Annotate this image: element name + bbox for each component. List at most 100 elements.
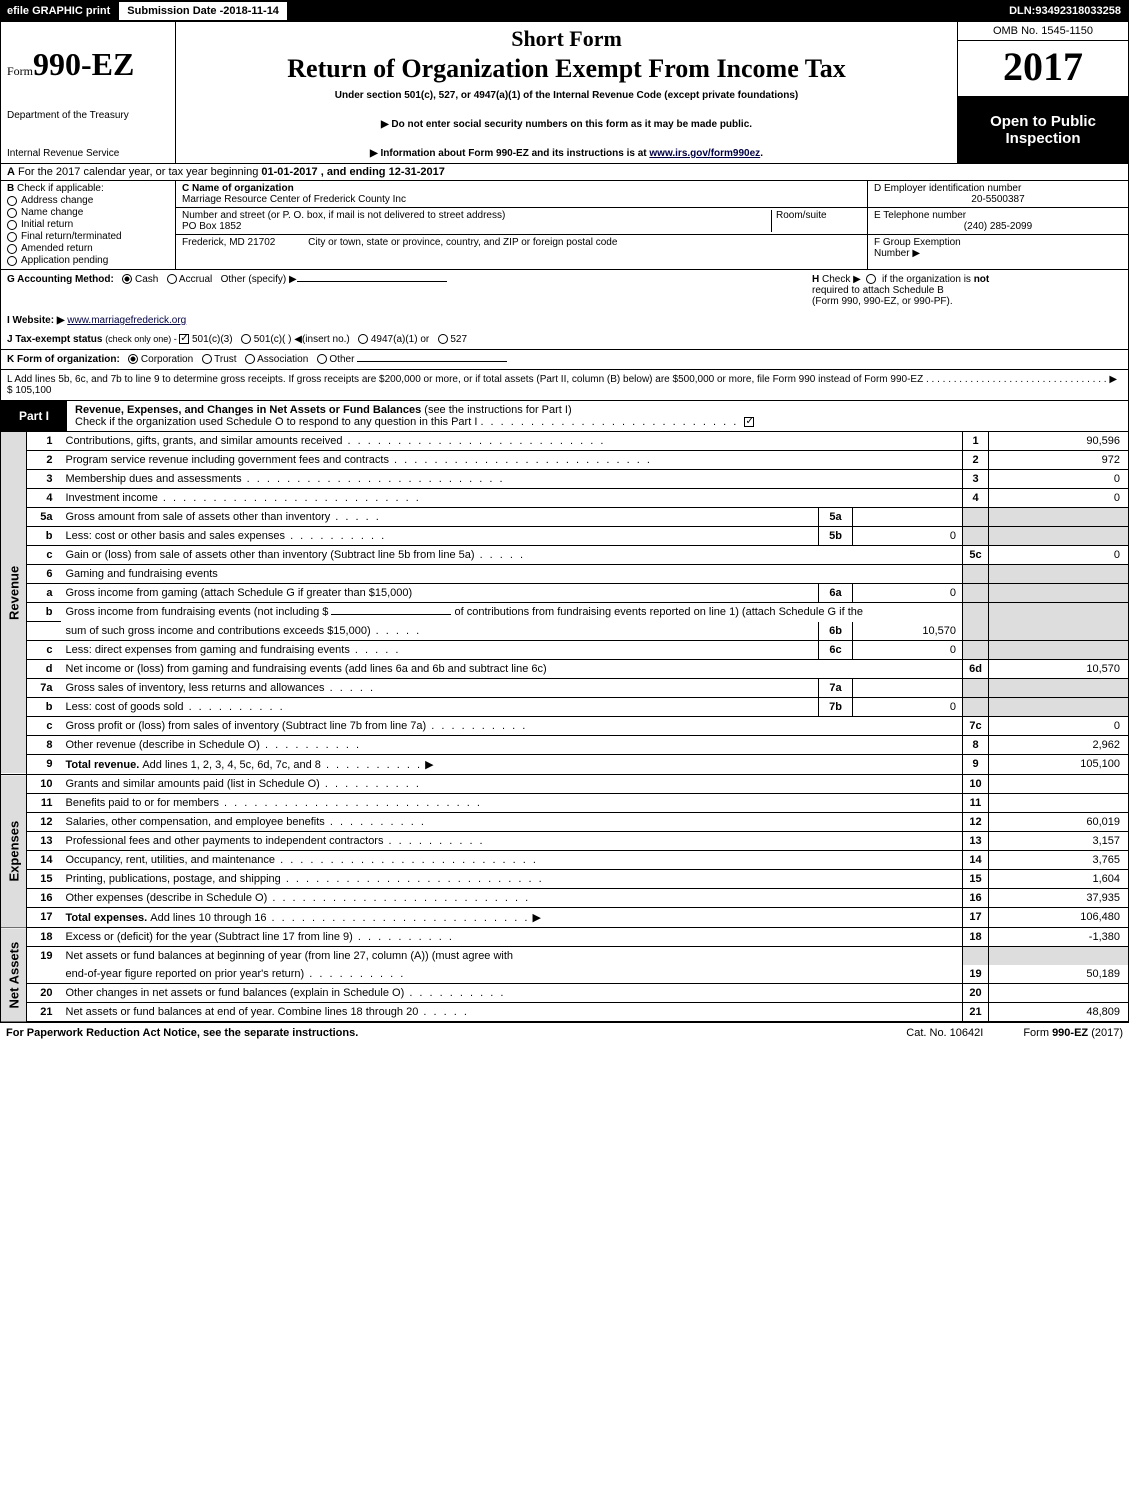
table-row: b Less: cost of goods sold 7b 0 — [1, 697, 1129, 716]
box-value — [853, 678, 963, 697]
return-title: Return of Organization Exempt From Incom… — [184, 54, 949, 84]
dots — [275, 854, 538, 866]
table-row: 3 Membership dues and assessments 3 0 — [1, 470, 1129, 489]
radio-527[interactable] — [438, 334, 448, 344]
line-ref: 4 — [963, 489, 989, 508]
radio-icon — [7, 196, 17, 206]
efile-print-button[interactable]: efile GRAPHIC print — [0, 0, 117, 22]
chk-name-change[interactable]: Name change — [7, 207, 169, 218]
chk-final-return[interactable]: Final return/terminated — [7, 231, 169, 242]
line-amount: 0 — [989, 489, 1129, 508]
info-note-suf: . — [760, 148, 763, 159]
chk-schedule-o[interactable] — [744, 417, 754, 427]
radio-h[interactable] — [866, 274, 876, 284]
table-row: b Less: cost or other basis and sales ex… — [1, 527, 1129, 546]
line-desc: end-of-year figure reported on prior yea… — [66, 968, 305, 980]
line-num: 20 — [27, 983, 61, 1002]
line-a-text: For the 2017 calendar year, or tax year … — [18, 166, 261, 178]
chk-label: Address change — [21, 195, 93, 206]
table-row: 15 Printing, publications, postage, and … — [1, 869, 1129, 888]
line-ref: 14 — [963, 850, 989, 869]
chk-501c3[interactable] — [179, 334, 189, 344]
line-amount — [989, 775, 1129, 794]
table-row: d Net income or (loss) from gaming and f… — [1, 659, 1129, 678]
radio-trust[interactable] — [202, 354, 212, 364]
info-note-pre: ▶ Information about Form 990-EZ and its … — [370, 148, 649, 159]
shade-cell — [989, 640, 1129, 659]
g-other-input[interactable] — [297, 281, 447, 282]
dln-label: DLN: — [1009, 5, 1035, 17]
k-o2: Trust — [214, 354, 236, 365]
chk-address-change[interactable]: Address change — [7, 195, 169, 206]
chk-amended-return[interactable]: Amended return — [7, 243, 169, 254]
radio-accrual[interactable] — [167, 274, 177, 284]
k-other-input[interactable] — [357, 361, 507, 362]
dots — [242, 473, 505, 485]
header-left: Form990-EZ Department of the Treasury In… — [1, 22, 176, 163]
box-value — [853, 508, 963, 527]
ssn-note: ▶ Do not enter social security numbers o… — [184, 119, 949, 130]
radio-corp[interactable] — [128, 354, 138, 364]
table-row: 8 Other revenue (describe in Schedule O)… — [1, 735, 1129, 754]
line-amount — [989, 793, 1129, 812]
radio-other-org[interactable] — [317, 354, 327, 364]
radio-assoc[interactable] — [245, 354, 255, 364]
radio-501c[interactable] — [241, 334, 251, 344]
line-desc-1: Gross income from fundraising events (no… — [66, 606, 332, 618]
shade-cell — [989, 946, 1129, 965]
table-row: b Gross income from fundraising events (… — [1, 603, 1129, 622]
radio-4947[interactable] — [358, 334, 368, 344]
line-num: a — [27, 584, 61, 603]
line-num: b — [27, 697, 61, 716]
line-a-mid: , and ending — [321, 166, 389, 178]
website-link[interactable]: www.marriagefrederick.org — [67, 315, 186, 326]
table-row: 6 Gaming and fundraising events — [1, 565, 1129, 584]
radio-cash[interactable] — [122, 274, 132, 284]
line-desc: Contributions, gifts, grants, and simila… — [66, 435, 343, 447]
chk-label: Name change — [21, 207, 83, 218]
dots — [260, 739, 361, 751]
table-row: 21 Net assets or fund balances at end of… — [1, 1002, 1129, 1021]
section-b-through-f: B Check if applicable: Address change Na… — [0, 181, 1129, 270]
line-amount — [989, 983, 1129, 1002]
line-desc: Gain or (loss) from sale of assets other… — [66, 549, 475, 561]
net-assets-table: Net Assets 18 Excess or (deficit) for th… — [0, 928, 1129, 1022]
shade-cell — [989, 508, 1129, 527]
chk-initial-return[interactable]: Initial return — [7, 219, 169, 230]
line-num: 10 — [27, 775, 61, 794]
line-ref: 9 — [963, 754, 989, 774]
b-text: Check if applicable: — [14, 183, 104, 194]
line-desc: sum of such gross income and contributio… — [66, 625, 371, 637]
irs-link[interactable]: www.irs.gov/form990ez — [649, 148, 760, 159]
line-desc: Occupancy, rent, utilities, and maintena… — [66, 854, 276, 866]
line-num — [27, 622, 61, 641]
submission-date: Submission Date - 2018-11-14 — [117, 0, 289, 22]
room-label: Room/suite — [776, 210, 861, 221]
line-ref: 18 — [963, 928, 989, 947]
col-def: D Employer identification number 20-5500… — [868, 181, 1128, 269]
side-tab-empty — [1, 754, 27, 774]
org-addr: PO Box 1852 — [182, 221, 771, 232]
table-row: Revenue 1 Contributions, gifts, grants, … — [1, 432, 1129, 451]
dots — [281, 873, 544, 885]
line-g-h: G Accounting Method: Cash Accrual Other … — [0, 270, 1129, 311]
line-num: c — [27, 546, 61, 565]
expenses-table: Expenses 10 Grants and similar amounts p… — [0, 775, 1129, 928]
line-amount: 0 — [989, 716, 1129, 735]
table-row: 13 Professional fees and other payments … — [1, 831, 1129, 850]
table-row: end-of-year figure reported on prior yea… — [1, 965, 1129, 984]
shade-cell — [963, 565, 989, 584]
fundraising-amount-input[interactable] — [331, 614, 451, 615]
j-o2: 501(c)( ) ◀(insert no.) — [254, 334, 350, 345]
line-ref: 11 — [963, 793, 989, 812]
table-row: c Gain or (loss) from sale of assets oth… — [1, 546, 1129, 565]
line-num: 9 — [27, 754, 61, 774]
tax-year: 2017 — [958, 41, 1128, 97]
box-label: 7b — [819, 697, 853, 716]
chk-application-pending[interactable]: Application pending — [7, 255, 169, 266]
omb-number: OMB No. 1545-1150 — [958, 22, 1128, 41]
line-num: 8 — [27, 735, 61, 754]
i-label: I Website: ▶ — [7, 315, 65, 326]
line-num: d — [27, 659, 61, 678]
open-line2: Inspection — [962, 130, 1124, 147]
